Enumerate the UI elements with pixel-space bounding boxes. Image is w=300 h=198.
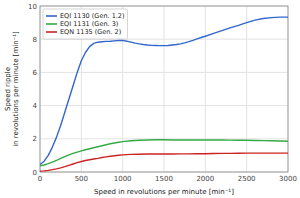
grid xyxy=(40,6,288,172)
y-axis-label: Speed ripplein revolutions per minute [m… xyxy=(4,31,20,147)
x-tick-label: 2500 xyxy=(238,175,256,183)
y-tick-label: 8 xyxy=(33,36,37,44)
y-tick-label: 2 xyxy=(33,135,37,143)
y-tick-label: 0 xyxy=(33,169,37,177)
x-tick-label: 1000 xyxy=(114,175,132,183)
x-tick-label: 500 xyxy=(75,175,88,183)
y-axis-label-line: Speed ripple xyxy=(4,67,12,111)
y-tick-label: 10 xyxy=(28,3,37,11)
x-tick-label: 1500 xyxy=(155,175,173,183)
x-tick-label: 0 xyxy=(38,175,42,183)
x-tick-label: 3000 xyxy=(279,175,297,183)
lines xyxy=(40,17,288,171)
x-axis-label: Speed in revolutions per minute [min⁻¹] xyxy=(94,188,234,196)
y-axis-label-line: in revolutions per minute [min⁻¹] xyxy=(12,31,20,147)
legend-label: EQN 1135 (Gen. 2) xyxy=(60,28,121,36)
legend-box xyxy=(43,9,128,39)
y-tick-label: 4 xyxy=(33,102,38,110)
series-line xyxy=(40,153,288,171)
chart: 0 500 1000 1500 2000 2500 3000 0 2 4 6 8 10 Speed in … xyxy=(0,0,300,198)
legend-swatch xyxy=(46,31,57,33)
y-tick-label: 6 xyxy=(33,69,38,77)
legend: EQI 1130 (Gen. 1.2)EQI 1131 (Gen. 3)EQN … xyxy=(43,9,128,39)
grid-line-x xyxy=(205,6,206,172)
plot-frame xyxy=(40,6,288,172)
grid-line-y xyxy=(40,105,288,106)
x-tick-label: 2000 xyxy=(196,175,214,183)
legend-swatch xyxy=(46,23,57,25)
grid-line-x xyxy=(164,6,165,172)
legend-label: EQI 1130 (Gen. 1.2) xyxy=(60,12,125,20)
grid-line-x xyxy=(246,6,247,172)
legend-swatch xyxy=(46,15,57,17)
legend-label: EQI 1131 (Gen. 3) xyxy=(60,20,118,28)
